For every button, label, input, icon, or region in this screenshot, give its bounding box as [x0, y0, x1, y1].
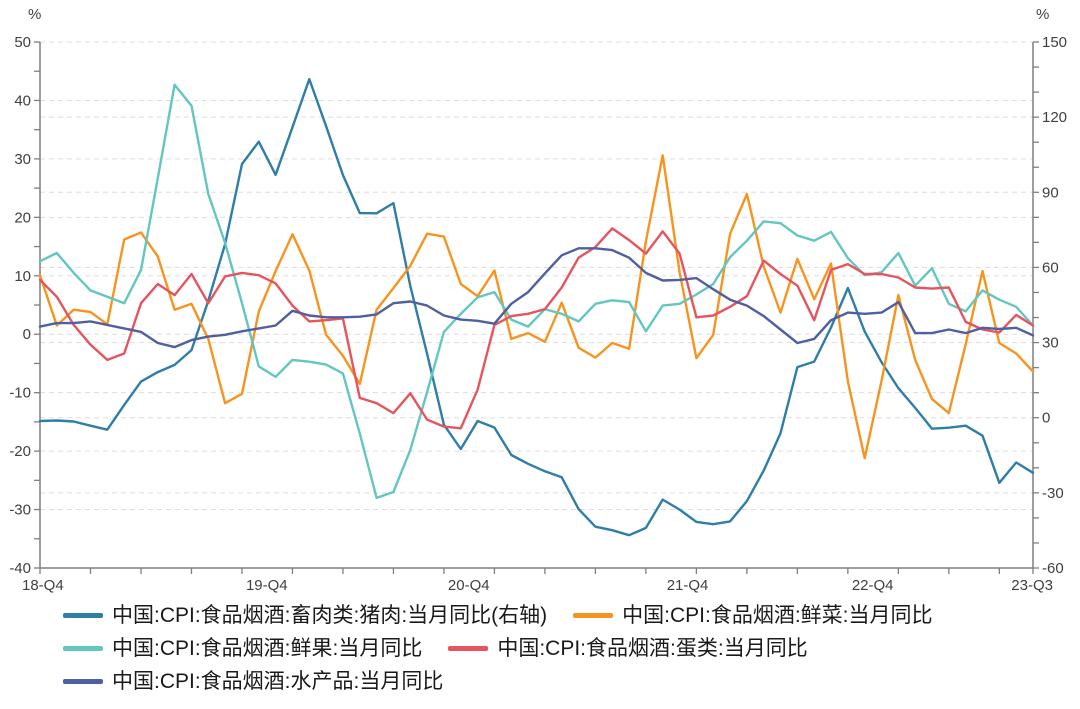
- legend-row: 中国:CPI:食品烟酒:畜肉类:猪肉:当月同比(右轴) 中国:CPI:食品烟酒:鲜…: [63, 601, 933, 630]
- series-line-fresh-vegetables: [38, 154, 1035, 460]
- legend-label: 中国:CPI:食品烟酒:畜肉类:猪肉:当月同比(右轴): [112, 604, 548, 627]
- right-axis-tick-label: 120: [1042, 109, 1067, 126]
- right-axis-tick-label: 0: [1042, 410, 1050, 427]
- series-line-fresh-fruit: [38, 83, 1035, 500]
- legend-label: 中国:CPI:食品烟酒:鲜果:当月同比: [112, 637, 423, 660]
- x-axis-tick-label: 21-Q4: [667, 577, 709, 594]
- x-axis-tick-label: 23-Q3: [1011, 577, 1053, 594]
- legend-swatch-eggs: [448, 646, 489, 651]
- left-axis-tick-label: -40: [9, 560, 31, 577]
- legend-swatch-fresh-vegetables: [573, 613, 614, 618]
- legend-label: 中国:CPI:食品烟酒:鲜菜:当月同比: [622, 604, 933, 627]
- left-axis-tick-label: -30: [9, 502, 31, 519]
- legend-label: 中国:CPI:食品烟酒:蛋类:当月同比: [497, 637, 808, 660]
- legend-item-aquatic-products: 中国:CPI:食品烟酒:水产品:当月同比: [63, 667, 443, 696]
- legend-item-fresh-fruit: 中国:CPI:食品烟酒:鲜果:当月同比: [63, 634, 422, 663]
- left-axis-tick-label: -20: [9, 443, 31, 460]
- left-axis-tick-label: 40: [14, 92, 31, 109]
- legend: 中国:CPI:食品烟酒:畜肉类:猪肉:当月同比(右轴) 中国:CPI:食品烟酒:鲜…: [63, 601, 933, 696]
- series-line-pork: [38, 77, 1035, 537]
- x-axis-tick-label: 20-Q4: [448, 577, 490, 594]
- legend-row: 中国:CPI:食品烟酒:水产品:当月同比: [63, 667, 933, 696]
- x-axis-tick-label: 19-Q4: [246, 577, 288, 594]
- left-axis-tick-label: 20: [14, 209, 31, 226]
- right-axis-tick-label: 30: [1042, 335, 1059, 352]
- x-axis-tick-label: 22-Q4: [852, 577, 894, 594]
- legend-swatch-fresh-fruit: [63, 646, 103, 651]
- legend-label: 中国:CPI:食品烟酒:水产品:当月同比: [112, 670, 444, 693]
- legend-item-pork: 中国:CPI:食品烟酒:畜肉类:猪肉:当月同比(右轴): [63, 601, 547, 630]
- legend-item-fresh-vegetables: 中国:CPI:食品烟酒:鲜菜:当月同比: [573, 601, 933, 630]
- left-axis-tick-label: 0: [23, 326, 31, 343]
- legend-swatch-pork: [63, 613, 103, 618]
- legend-swatch-aquatic-products: [63, 679, 103, 684]
- legend-row: 中国:CPI:食品烟酒:鲜果:当月同比 中国:CPI:食品烟酒:蛋类:当月同比: [63, 634, 933, 663]
- left-axis-tick-label: -10: [9, 385, 31, 402]
- left-axis-tick-label: 30: [14, 151, 31, 168]
- legend-item-eggs: 中国:CPI:食品烟酒:蛋类:当月同比: [448, 634, 808, 663]
- left-axis-tick-label: 50: [14, 34, 31, 51]
- series-line-aquatic-products: [38, 247, 1035, 349]
- right-axis-tick-label: -30: [1042, 485, 1064, 502]
- left-axis-unit-label: %: [28, 6, 42, 23]
- right-axis-unit-label: %: [1036, 6, 1050, 23]
- right-axis-tick-label: -60: [1042, 560, 1064, 577]
- series-line-eggs: [38, 227, 1035, 430]
- right-axis-tick-label: 60: [1042, 259, 1059, 276]
- x-axis-tick-label: 18-Q4: [22, 577, 64, 594]
- right-axis-tick-label: 90: [1042, 184, 1059, 201]
- left-axis-tick-label: 10: [14, 268, 31, 285]
- right-axis-tick-label: 150: [1042, 34, 1067, 51]
